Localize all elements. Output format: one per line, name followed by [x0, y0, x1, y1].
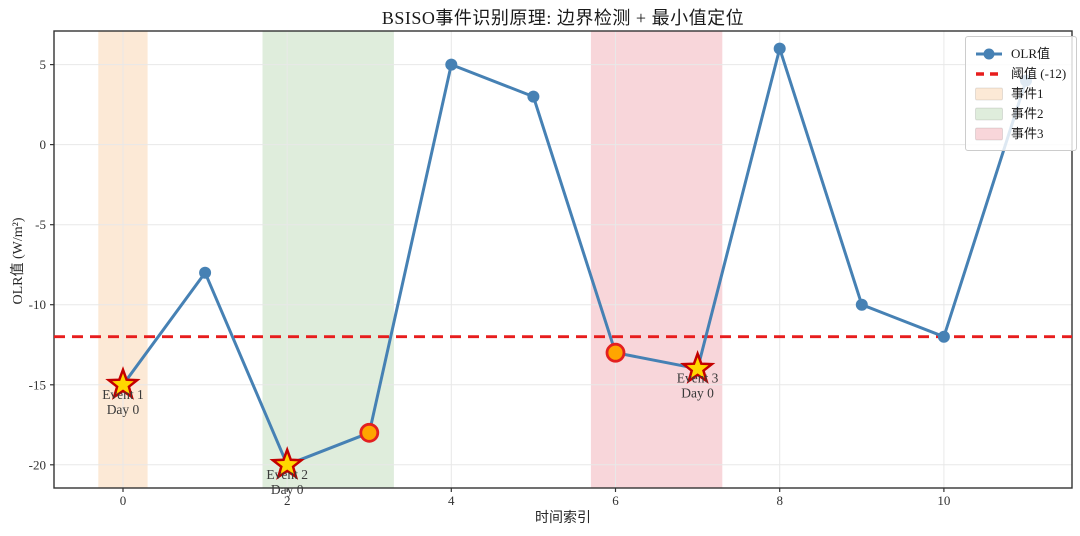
x-tick-label-4: 4 [448, 493, 455, 508]
event-band-3 [590, 31, 723, 488]
legend: OLR值阈值 (-12) 事件1 事件2 事件3 [965, 36, 1078, 151]
star-marker-event-1 [105, 366, 141, 400]
boundary-marker-event-2 [359, 422, 380, 443]
legend-patch-icon [975, 127, 1003, 141]
legend-swatch-3 [975, 87, 1003, 101]
data-point-8 [773, 42, 786, 55]
legend-swatch-2 [975, 67, 1003, 81]
legend-label-4: 事件2 [1011, 106, 1044, 121]
legend-swatch-4 [975, 107, 1003, 121]
star-marker-event-2 [269, 446, 305, 480]
x-tick-label-10: 10 [937, 493, 950, 508]
legend-swatch-1 [975, 47, 1003, 61]
y-tick-label--15: -15 [29, 377, 46, 392]
legend-label-5: 事件3 [1011, 126, 1044, 141]
y-tick-label-5: 5 [40, 57, 47, 72]
legend-entry-4: 事件2 [975, 104, 1066, 124]
y-tick-label--20: -20 [29, 457, 46, 472]
legend-line-marker-icon [976, 48, 1002, 60]
boundary-marker-event-3 [605, 342, 626, 363]
annotation-event-1-line1: Event 1 [102, 387, 144, 402]
legend-dashed-line-icon [976, 72, 1002, 76]
annotation-event-2-line2: Day 0 [271, 482, 304, 497]
y-tick-label--5: -5 [35, 217, 46, 232]
axes-spines [53, 30, 1073, 489]
x-tick-label-2: 2 [284, 493, 291, 508]
star-marker-event-3 [679, 350, 716, 384]
legend-label-2: 阈值 (-12) [1011, 66, 1067, 81]
legend-label-3: 事件1 [1011, 86, 1044, 101]
olr-line [121, 47, 1028, 467]
x-tick-label-6: 6 [612, 493, 619, 508]
data-point-4 [445, 58, 458, 71]
legend-entry-3: 事件1 [975, 84, 1066, 104]
legend-patch-icon [975, 87, 1003, 101]
x-axis-label: 时间索引 [535, 511, 591, 526]
annotation-event-2-line1: Event 2 [266, 467, 308, 482]
legend-entry-5: 事件3 [975, 124, 1066, 144]
legend-entry-1: OLR值 [975, 44, 1066, 64]
x-tick-label-8: 8 [776, 493, 783, 508]
event-band-2 [262, 31, 394, 488]
x-tick-label-0: 0 [120, 493, 127, 508]
annotation-event-1-line2: Day 0 [107, 402, 140, 417]
annotation-event-3-line2: Day 0 [681, 386, 714, 401]
legend-label-1: OLR值 [1011, 46, 1051, 61]
legend-swatch-5 [975, 127, 1003, 141]
y-tick-label-0: 0 [40, 137, 47, 152]
legend-patch-icon [975, 107, 1003, 121]
data-point-10 [937, 330, 950, 343]
legend-entry-2: 阈值 (-12) [975, 64, 1066, 84]
chart-title: BSISO事件识别原理: 边界检测 + 最小值定位 [381, 8, 745, 28]
data-point-1 [199, 266, 212, 279]
data-point-9 [855, 298, 868, 311]
y-tick-label--10: -10 [29, 297, 46, 312]
annotation-event-3-line1: Event 3 [677, 371, 719, 386]
data-point-5 [527, 90, 540, 103]
